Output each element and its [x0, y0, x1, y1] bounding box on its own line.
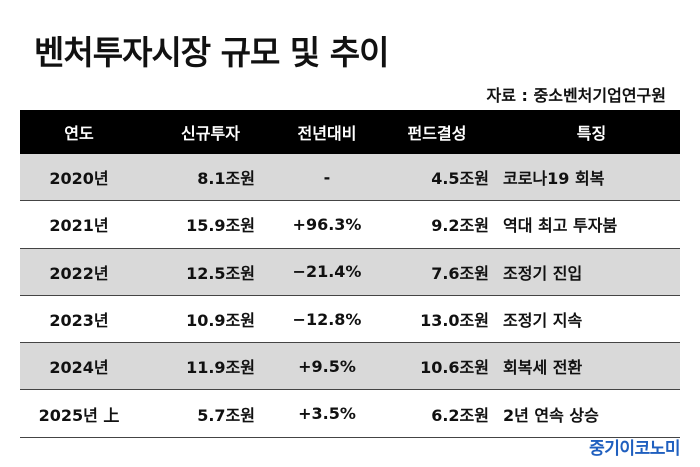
cell-feature: 조정기 지속: [503, 311, 583, 331]
table-row: 2022년 12.5조원 −21.4% 7.6조원 조정기 진입: [20, 248, 680, 296]
header-fund: 펀드결성: [407, 124, 467, 143]
cell-year: 2023년: [49, 311, 109, 331]
cell-fund: 4.5조원: [431, 169, 489, 189]
cell-yoy: +9.5%: [298, 356, 356, 376]
cell-yoy: −12.8%: [292, 309, 362, 329]
header-new-investment: 신규투자: [181, 124, 240, 143]
cell-new-investment: 15.9조원: [186, 216, 255, 236]
cell-yoy: +3.5%: [298, 404, 356, 424]
cell-feature: 역대 최고 투자붐: [503, 216, 618, 236]
cell-fund: 7.6조원: [431, 263, 489, 283]
header-yoy: 전년대비: [297, 124, 357, 143]
cell-new-investment: 8.1조원: [197, 169, 255, 189]
table-row: 2023년 10.9조원 −12.8% 13.0조원 조정기 지속: [20, 295, 680, 344]
cell-year: 2022년: [49, 263, 109, 283]
cell-feature: 2년 연속 상승: [503, 405, 599, 425]
cell-new-investment: 5.7조원: [197, 405, 255, 425]
cell-year: 2021년: [49, 216, 109, 236]
cell-new-investment: 10.9조원: [186, 311, 255, 331]
cell-fund: 6.2조원: [431, 405, 489, 425]
cell-fund: 9.2조원: [431, 216, 489, 236]
cell-feature: 코로나19 회복: [503, 169, 605, 189]
cell-fund: 13.0조원: [420, 311, 489, 331]
cell-fund: 10.6조원: [420, 358, 489, 378]
cell-year: 2024년: [49, 358, 109, 378]
cell-yoy: −21.4%: [292, 262, 362, 282]
cell-yoy: +96.3%: [292, 214, 362, 234]
cell-feature: 조정기 진입: [503, 263, 583, 283]
cell-yoy: -: [323, 167, 331, 187]
header-feature: 특징: [576, 124, 607, 143]
table-row: 2020년 8.1조원 - 4.5조원 코로나19 회복: [20, 154, 680, 202]
cell-new-investment: 12.5조원: [186, 263, 255, 283]
table-row: 2025년 上 5.7조원 +3.5% 6.2조원 2년 연속 상승: [20, 390, 680, 438]
source-note: 자료 : 중소벤처기업연구원: [486, 86, 666, 105]
header-year: 연도: [64, 124, 94, 143]
cell-year: 2020년: [49, 169, 109, 189]
table-row: 2021년 15.9조원 +96.3% 9.2조원 역대 최고 투자붐: [20, 201, 680, 249]
cell-new-investment: 11.9조원: [186, 358, 255, 378]
data-table: 연도 신규투자 전년대비 펀드결성 특징 2020년 8.1조원 - 4.5조원…: [20, 110, 680, 438]
cell-feature: 회복세 전환: [503, 358, 583, 378]
page-title: 벤처투자시장 규모 및 추이: [34, 33, 389, 72]
table-header: 연도 신규투자 전년대비 펀드결성 특징: [20, 110, 680, 154]
publisher-logo: 중기이코노미: [589, 439, 680, 459]
cell-year: 2025년 上: [38, 405, 120, 425]
table-row: 2024년 11.9조원 +9.5% 10.6조원 회복세 전환: [20, 343, 680, 391]
